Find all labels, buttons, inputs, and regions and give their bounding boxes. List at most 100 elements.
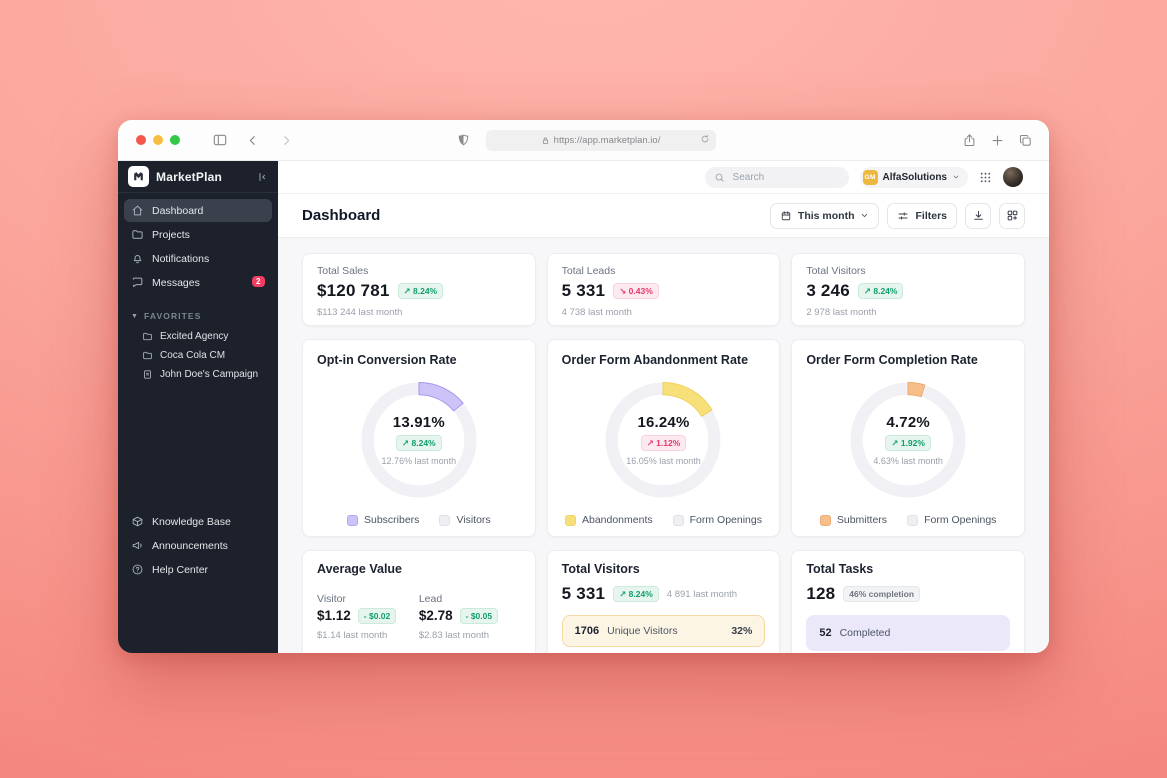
stat-value: 5 331 xyxy=(561,281,606,300)
chat-icon xyxy=(131,276,144,289)
dashboard-content: Total Sales $120 781 ↗ 8.24% $113 244 la… xyxy=(278,238,1049,653)
legend-label: Subscribers xyxy=(363,514,420,526)
average-value-visitor: Visitor $1.12 - $0.02 $1.14 last month xyxy=(317,593,419,641)
workspace-name: AlfaSolutions xyxy=(882,171,947,183)
row-percent: 32% xyxy=(731,625,753,637)
favorites-section-header[interactable]: ▼ FAVORITES xyxy=(131,311,265,321)
stat-value: 128 xyxy=(806,584,836,603)
legend-label: Visitors xyxy=(456,514,491,526)
sidebar-item-label: Projects xyxy=(152,228,190,241)
sidebar-item-projects[interactable]: Projects xyxy=(124,223,272,246)
back-button[interactable] xyxy=(240,128,264,152)
total-visitors-card: Total Visitors 5 331 ↗ 8.24% 4 891 last … xyxy=(546,550,781,653)
zoom-window-button[interactable] xyxy=(170,135,180,145)
legend-item: Submitters xyxy=(819,514,887,526)
donut-arc xyxy=(418,382,464,412)
completed-tasks-row: 52 Completed xyxy=(806,615,1010,651)
metric-last-month: $2.83 last month xyxy=(418,629,490,641)
sidebar-item-announcements[interactable]: Announcements xyxy=(124,534,272,557)
row-value: 52 xyxy=(819,627,832,639)
donut-card-completion-rate: Order Form Completion Rate 4.72% ↗ 1.92%… xyxy=(791,339,1025,537)
sidebar-item-label: Notifications xyxy=(152,252,210,265)
close-window-button[interactable] xyxy=(136,135,146,145)
forward-button[interactable] xyxy=(274,128,298,152)
legend-swatch xyxy=(439,514,451,526)
donut-value: 13.91% xyxy=(392,414,445,432)
user-avatar[interactable] xyxy=(1003,167,1023,187)
download-button[interactable] xyxy=(965,202,991,229)
stat-card-total-visitors: Total Visitors 3 246 ↗ 8.24% 2 978 last … xyxy=(791,253,1025,326)
donut-card-abandonment-rate: Order Form Abandonment Rate 16.24% ↗ 1.1… xyxy=(546,339,781,537)
stat-last-month: 2 978 last month xyxy=(806,307,877,318)
folder-icon xyxy=(142,350,153,361)
search-input[interactable] xyxy=(730,170,815,184)
tab-overview-icon[interactable] xyxy=(1013,128,1037,152)
widgets-button[interactable] xyxy=(999,202,1025,229)
legend-label: Form Openings xyxy=(689,514,762,526)
sidebar-item-notifications[interactable]: Notifications xyxy=(124,247,272,270)
sidebar-item-dashboard[interactable]: Dashboard xyxy=(124,199,272,222)
share-icon[interactable] xyxy=(957,128,981,152)
card-title: Order Form Completion Rate xyxy=(806,353,978,367)
browser-sidebar-toggle-icon[interactable] xyxy=(208,128,232,152)
sidebar-item-label: Messages xyxy=(152,276,200,289)
megaphone-icon xyxy=(131,539,144,552)
app-topbar: GM AlfaSolutions xyxy=(278,161,1049,193)
filters-button[interactable]: Filters xyxy=(887,202,957,229)
favorite-item-excited-agency[interactable]: Excited Agency xyxy=(124,327,272,345)
add-widget-icon xyxy=(1006,209,1019,222)
sidebar-item-messages[interactable]: Messages 2 xyxy=(124,271,272,294)
browser-window: https://app.marketplan.io/ xyxy=(118,120,1049,653)
favorite-item-john-does-campaign[interactable]: John Doe's Campaign xyxy=(124,365,272,383)
reload-icon[interactable] xyxy=(700,134,710,144)
folder-icon xyxy=(131,228,144,241)
address-bar[interactable]: https://app.marketplan.io/ xyxy=(485,129,716,151)
trend-badge: ↗ 8.24% xyxy=(397,283,444,299)
period-select-button[interactable]: This month xyxy=(769,202,880,229)
trend-badge: - $0.02 xyxy=(357,608,397,624)
sliders-icon xyxy=(897,210,909,222)
workspace-switcher[interactable]: GM AlfaSolutions xyxy=(859,166,968,188)
sidebar-item-knowledge-base[interactable]: Knowledge Base xyxy=(124,510,272,533)
traffic-lights xyxy=(136,135,180,145)
sidebar: MarketPlan Dashboard Projects Notificati… xyxy=(118,161,278,653)
card-title: Total Visitors xyxy=(561,562,640,576)
chevron-down-icon: ▼ xyxy=(131,312,140,320)
favorite-item-label: Excited Agency xyxy=(160,330,229,342)
stat-last-month: $113 244 last month xyxy=(317,307,403,318)
trend-badge: ↗ 1.12% xyxy=(640,435,687,451)
stat-value: 5 331 xyxy=(561,584,606,603)
favorite-item-coca-cola-cm[interactable]: Coca Cola CM xyxy=(124,346,272,364)
metric-last-month: $1.14 last month xyxy=(317,629,388,641)
average-value-card: Average Value Visitor $1.12 - $0.02 $1.1… xyxy=(302,550,536,653)
stat-last-month: 4 891 last month xyxy=(666,588,738,600)
legend-swatch xyxy=(907,514,919,526)
sidebar-collapse-icon[interactable] xyxy=(256,171,268,183)
stat-value: $120 781 xyxy=(317,281,390,300)
row-value: 1706 xyxy=(574,625,600,637)
donut-chart: 16.24% ↗ 1.12% 16.05% last month xyxy=(597,374,729,506)
unique-visitors-row: 1706 Unique Visitors 32% xyxy=(561,615,766,647)
donut-last-month: 16.05% last month xyxy=(626,455,701,466)
bell-icon xyxy=(131,252,144,265)
box-icon xyxy=(131,515,144,528)
favorites-label: FAVORITES xyxy=(144,311,202,321)
stat-title: Total Leads xyxy=(561,265,616,277)
privacy-shield-icon[interactable] xyxy=(452,128,476,152)
search-box[interactable] xyxy=(704,166,849,188)
donut-value: 4.72% xyxy=(886,414,930,432)
url-text: https://app.marketplan.io/ xyxy=(553,134,661,146)
average-value-lead: Lead $2.78 - $0.05 $2.83 last month xyxy=(419,593,521,641)
apps-grid-icon[interactable] xyxy=(979,171,992,184)
stat-last-month: 4 738 last month xyxy=(561,307,632,318)
new-tab-icon[interactable] xyxy=(985,128,1009,152)
stat-card-total-leads: Total Leads 5 331 ↘ 0.43% 4 738 last mon… xyxy=(546,253,781,326)
trend-badge: ↗ 1.92% xyxy=(885,435,931,451)
card-title: Opt-in Conversion Rate xyxy=(317,353,457,367)
sidebar-item-help-center[interactable]: Help Center xyxy=(124,558,272,581)
trend-badge: ↗ 8.24% xyxy=(396,435,442,451)
minimize-window-button[interactable] xyxy=(153,135,163,145)
card-title: Order Form Abandonment Rate xyxy=(561,353,749,367)
workspace-avatar: GM xyxy=(862,169,878,185)
legend-swatch xyxy=(564,514,576,526)
